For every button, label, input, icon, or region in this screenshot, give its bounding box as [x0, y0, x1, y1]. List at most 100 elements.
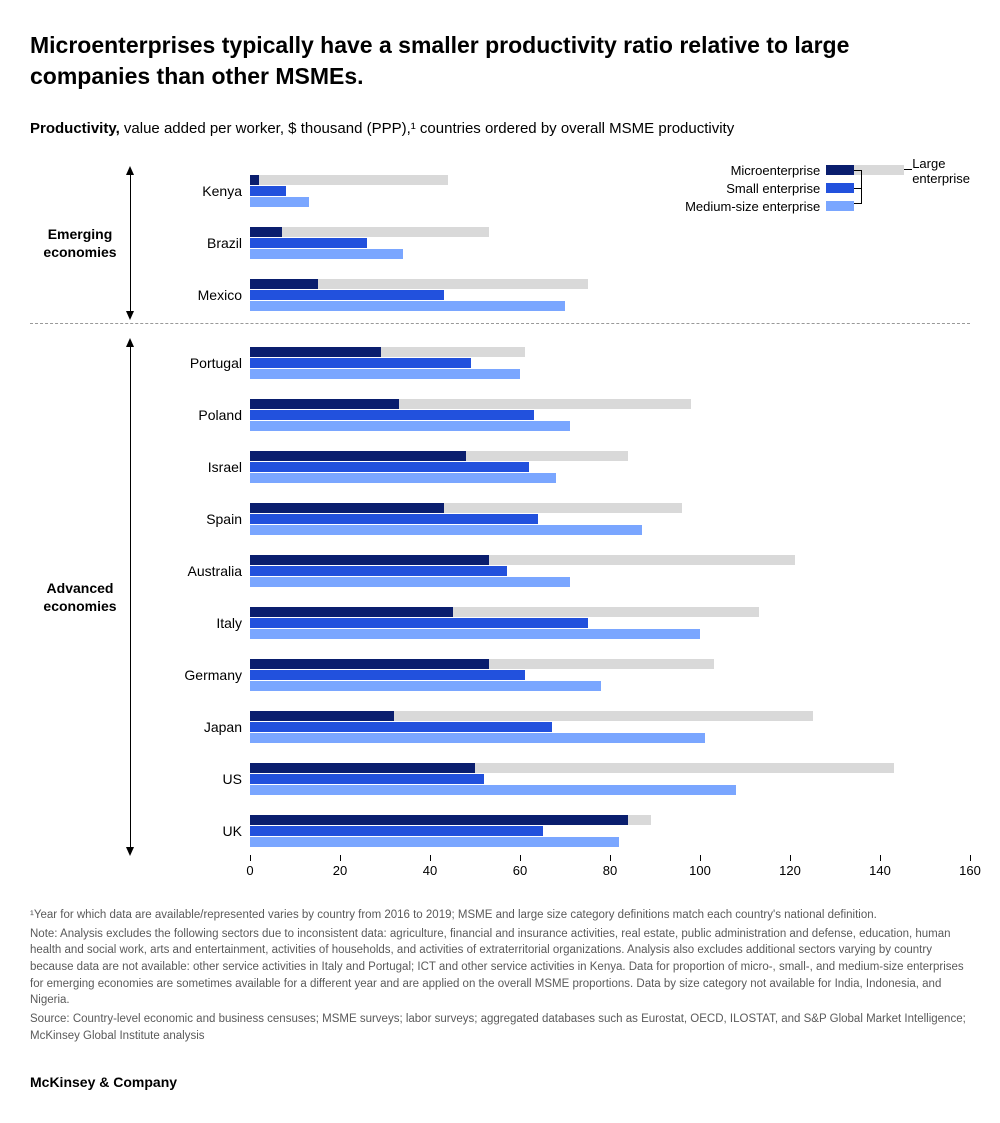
tick-mark	[340, 855, 341, 861]
bar-micro	[250, 175, 259, 185]
bar-small	[250, 722, 552, 732]
country-row: Germany	[250, 649, 970, 701]
bar-medium	[250, 421, 570, 431]
footnote-note: Note: Analysis excludes the following se…	[30, 926, 970, 1009]
subtitle-lead: Productivity,	[30, 120, 120, 137]
bar-large	[250, 175, 448, 185]
bar-micro	[250, 711, 394, 721]
country-row: Spain	[250, 493, 970, 545]
country-label: Spain	[162, 511, 242, 527]
footnote-1: ¹Year for which data are available/repre…	[30, 907, 970, 924]
tick-mark	[520, 855, 521, 861]
tick-label: 60	[513, 863, 527, 878]
bar-micro	[250, 815, 628, 825]
bar-medium	[250, 629, 700, 639]
bar-micro	[250, 227, 282, 237]
tick-label: 160	[959, 863, 981, 878]
tick-mark	[880, 855, 881, 861]
country-row: Poland	[250, 389, 970, 441]
tick-label: 80	[603, 863, 617, 878]
section-divider	[30, 323, 970, 324]
tick-mark	[430, 855, 431, 861]
bar-medium	[250, 369, 520, 379]
tick-label: 140	[869, 863, 891, 878]
brand: McKinsey & Company	[30, 1074, 970, 1090]
bar-small	[250, 618, 588, 628]
chart-area: Microenterprise Small enterprise Medium-…	[30, 161, 970, 891]
country-row: Brazil	[250, 217, 970, 269]
footnotes: ¹Year for which data are available/repre…	[30, 907, 970, 1044]
bar-small	[250, 410, 534, 420]
bar-micro	[250, 763, 475, 773]
tick-mark	[790, 855, 791, 861]
bar-micro	[250, 503, 444, 513]
bar-micro	[250, 347, 381, 357]
chart-subtitle: Productivity, value added per worker, $ …	[30, 120, 970, 137]
tick-mark	[700, 855, 701, 861]
chart-title: Microenterprises typically have a smalle…	[30, 30, 970, 92]
bar-medium	[250, 577, 570, 587]
bar-micro	[250, 279, 318, 289]
bar-small	[250, 514, 538, 524]
country-label: Kenya	[162, 183, 242, 199]
country-label: US	[162, 771, 242, 787]
bar-medium	[250, 197, 309, 207]
country-row: UK	[250, 805, 970, 857]
footnote-source: Source: Country-level economic and busin…	[30, 1011, 970, 1044]
country-row: Australia	[250, 545, 970, 597]
country-label: Poland	[162, 407, 242, 423]
bar-small	[250, 670, 525, 680]
tick-label: 40	[423, 863, 437, 878]
country-label: Italy	[162, 615, 242, 631]
country-row: Japan	[250, 701, 970, 753]
bar-medium	[250, 473, 556, 483]
bar-medium	[250, 681, 601, 691]
bar-small	[250, 462, 529, 472]
bar-small	[250, 186, 286, 196]
bar-small	[250, 566, 507, 576]
country-row: Portugal	[250, 337, 970, 389]
bar-medium	[250, 301, 565, 311]
bar-small	[250, 774, 484, 784]
country-label: UK	[162, 823, 242, 839]
bar-medium	[250, 837, 619, 847]
bar-large	[250, 227, 489, 237]
tick-label: 0	[246, 863, 253, 878]
country-row: US	[250, 753, 970, 805]
bar-medium	[250, 785, 736, 795]
bar-small	[250, 826, 543, 836]
bar-micro	[250, 451, 466, 461]
country-label: Mexico	[162, 287, 242, 303]
tick-label: 120	[779, 863, 801, 878]
plot-area: KenyaBrazilMexico PortugalPolandIsraelSpa…	[250, 161, 970, 861]
bar-small	[250, 238, 367, 248]
bar-micro	[250, 399, 399, 409]
country-label: Australia	[162, 563, 242, 579]
category-arrow	[130, 343, 131, 851]
category-label: Advancedeconomies	[30, 579, 130, 615]
bar-medium	[250, 249, 403, 259]
country-label: Brazil	[162, 235, 242, 251]
bar-medium	[250, 733, 705, 743]
country-row: Israel	[250, 441, 970, 493]
tick-mark	[610, 855, 611, 861]
category-arrow	[130, 171, 131, 315]
bar-micro	[250, 607, 453, 617]
country-label: Japan	[162, 719, 242, 735]
tick-mark	[970, 855, 971, 861]
bar-micro	[250, 659, 489, 669]
bar-medium	[250, 525, 642, 535]
country-row: Italy	[250, 597, 970, 649]
country-row: Kenya	[250, 165, 970, 217]
category-label: Emergingeconomies	[30, 225, 130, 261]
country-label: Portugal	[162, 355, 242, 371]
bar-micro	[250, 555, 489, 565]
tick-label: 100	[689, 863, 711, 878]
bar-small	[250, 358, 471, 368]
x-axis: 020406080100120140160	[250, 861, 970, 881]
subtitle-rest: value added per worker, $ thousand (PPP)…	[120, 120, 734, 137]
tick-mark	[250, 855, 251, 861]
country-label: Israel	[162, 459, 242, 475]
country-label: Germany	[162, 667, 242, 683]
country-row: Mexico	[250, 269, 970, 321]
